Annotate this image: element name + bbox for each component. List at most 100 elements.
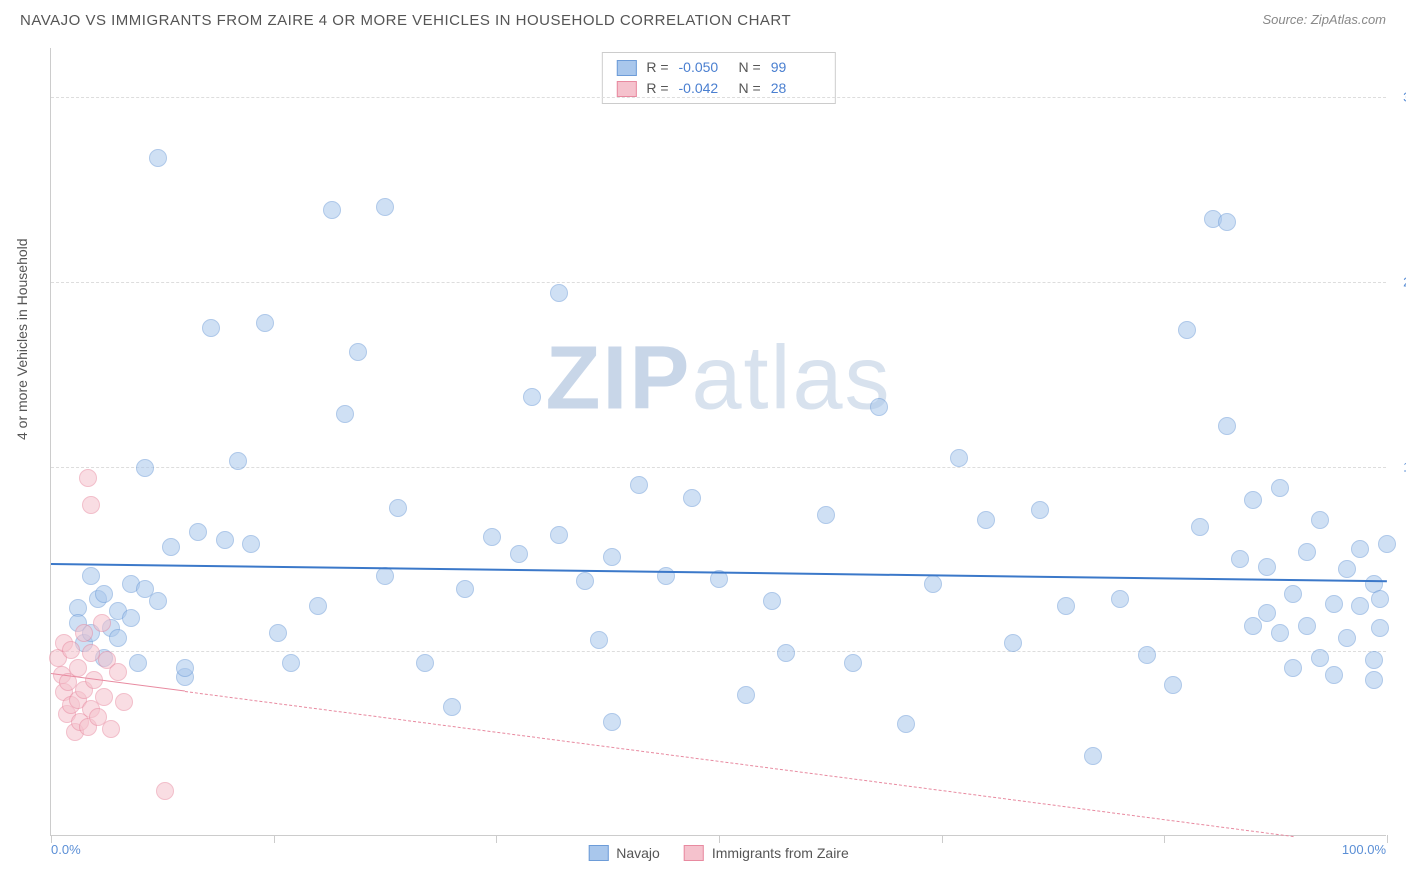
data-point: [443, 698, 461, 716]
data-point: [550, 526, 568, 544]
n-label: N =: [739, 57, 761, 78]
data-point: [376, 198, 394, 216]
data-point: [1164, 676, 1182, 694]
data-point: [75, 624, 93, 642]
data-point: [1057, 597, 1075, 615]
data-point: [870, 398, 888, 416]
data-point: [136, 459, 154, 477]
data-point: [817, 506, 835, 524]
data-point: [1004, 634, 1022, 652]
data-point: [149, 149, 167, 167]
data-point: [1365, 651, 1383, 669]
data-point: [349, 343, 367, 361]
x-tick-label: 0.0%: [51, 842, 81, 857]
data-point: [1138, 646, 1156, 664]
x-tick-label: 100.0%: [1342, 842, 1386, 857]
data-point: [389, 499, 407, 517]
data-point: [1231, 550, 1249, 568]
n-value: 99: [771, 57, 821, 78]
n-value: 28: [771, 78, 821, 99]
gridline: [51, 282, 1386, 283]
legend-label: Navajo: [616, 845, 660, 861]
data-point: [176, 659, 194, 677]
data-point: [977, 511, 995, 529]
data-point: [109, 663, 127, 681]
legend: Navajo Immigrants from Zaire: [588, 845, 849, 861]
data-point: [93, 614, 111, 632]
data-point: [1271, 624, 1289, 642]
data-point: [1338, 560, 1356, 578]
data-point: [162, 538, 180, 556]
data-point: [282, 654, 300, 672]
series-swatch: [616, 81, 636, 97]
data-point: [763, 592, 781, 610]
data-point: [576, 572, 594, 590]
data-point: [1338, 629, 1356, 647]
data-point: [122, 609, 140, 627]
r-label: R =: [646, 78, 668, 99]
data-point: [1191, 518, 1209, 536]
scatter-chart: ZIPatlas R =-0.050N =99R =-0.042N =28 Na…: [50, 48, 1386, 836]
data-point: [456, 580, 474, 598]
data-point: [1258, 558, 1276, 576]
data-point: [1325, 595, 1343, 613]
data-point: [202, 319, 220, 337]
data-point: [189, 523, 207, 541]
data-point: [229, 452, 247, 470]
data-point: [1284, 585, 1302, 603]
data-point: [1284, 659, 1302, 677]
data-point: [1325, 666, 1343, 684]
data-point: [156, 782, 174, 800]
r-value: -0.042: [679, 78, 729, 99]
data-point: [1365, 671, 1383, 689]
data-point: [630, 476, 648, 494]
data-point: [79, 469, 97, 487]
data-point: [102, 720, 120, 738]
data-point: [1298, 617, 1316, 635]
data-point: [95, 688, 113, 706]
data-point: [216, 531, 234, 549]
chart-title: NAVAJO VS IMMIGRANTS FROM ZAIRE 4 OR MOR…: [20, 12, 791, 29]
data-point: [603, 548, 621, 566]
r-value: -0.050: [679, 57, 729, 78]
data-point: [1244, 491, 1262, 509]
legend-item: Navajo: [588, 845, 660, 861]
x-tick: [1164, 835, 1165, 843]
stats-row: R = -0.042 N = 28: [616, 78, 820, 99]
gridline: [51, 651, 1386, 652]
data-point: [1178, 321, 1196, 339]
x-tick: [274, 835, 275, 843]
data-point: [483, 528, 501, 546]
data-point: [737, 686, 755, 704]
data-point: [309, 597, 327, 615]
data-point: [1218, 417, 1236, 435]
data-point: [1311, 649, 1329, 667]
n-label: N =: [739, 78, 761, 99]
data-point: [897, 715, 915, 733]
data-point: [1351, 540, 1369, 558]
x-tick: [1387, 835, 1388, 843]
data-point: [1031, 501, 1049, 519]
legend-label: Immigrants from Zaire: [712, 845, 849, 861]
data-point: [950, 449, 968, 467]
data-point: [1351, 597, 1369, 615]
data-point: [1311, 511, 1329, 529]
data-point: [269, 624, 287, 642]
gridline: [51, 467, 1386, 468]
series-swatch: [616, 60, 636, 76]
data-point: [62, 641, 80, 659]
data-point: [683, 489, 701, 507]
data-point: [129, 654, 147, 672]
trend-line: [185, 691, 1293, 837]
data-point: [82, 496, 100, 514]
data-point: [1371, 619, 1389, 637]
data-point: [242, 535, 260, 553]
data-point: [523, 388, 541, 406]
gridline: [51, 97, 1386, 98]
data-point: [109, 629, 127, 647]
data-point: [256, 314, 274, 332]
correlation-stats-box: R = -0.050 N = 99 R = -0.042 N = 28: [601, 52, 835, 104]
data-point: [924, 575, 942, 593]
x-tick: [942, 835, 943, 843]
r-label: R =: [646, 57, 668, 78]
